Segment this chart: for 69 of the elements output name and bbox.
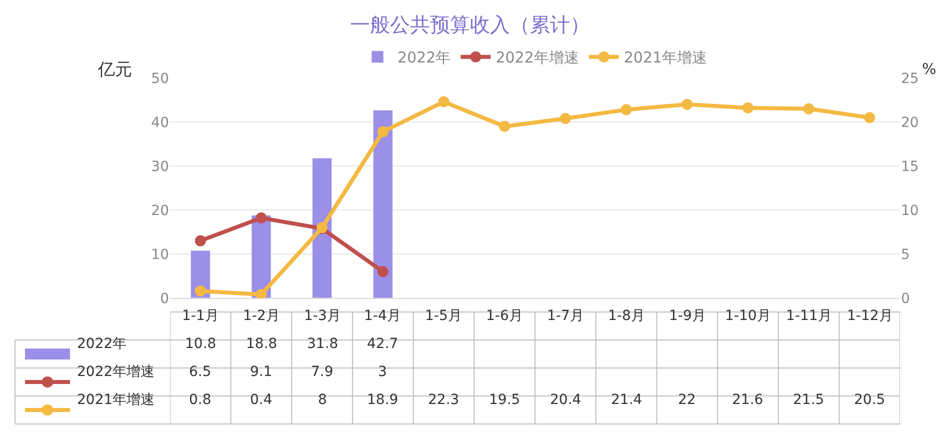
data-label: 21.4 [611, 392, 642, 408]
data-label: 18.8 [246, 336, 278, 352]
point [377, 266, 388, 278]
data-label: 42.7 [367, 336, 398, 352]
x-tick-label: 1-8月 [608, 308, 645, 324]
y2-tick-label: 10 [901, 202, 919, 219]
y-tick-label: 20 [151, 202, 169, 219]
point [864, 112, 876, 124]
point [803, 103, 814, 114]
data-label: 10.8 [185, 336, 216, 352]
x-tick-label: 1-5月 [425, 308, 462, 324]
y-tick-label: 0 [160, 290, 169, 307]
bar [312, 158, 332, 298]
text: 2022年 [77, 336, 127, 352]
x-tick-label: 1-4月 [364, 308, 401, 324]
data-label: 22 [678, 392, 696, 408]
data-label: 20.4 [550, 392, 582, 408]
y-tick-label: 40 [151, 114, 169, 131]
data-label: 7.9 [311, 364, 334, 380]
data-label: 21.6 [732, 392, 764, 408]
data-label: 0.4 [250, 392, 272, 408]
x-tick-label: 1-7月 [547, 308, 584, 324]
data-label: 18.9 [367, 392, 398, 408]
y2-axis-title: % [922, 60, 936, 78]
data-label: 21.5 [793, 392, 824, 408]
data-label: 8 [318, 392, 327, 408]
legend-label: 2022年 [398, 48, 451, 67]
legend-label: 2021年增速 [624, 48, 708, 67]
point [438, 96, 450, 108]
y-tick-label: 50 [151, 70, 169, 87]
point [742, 102, 754, 114]
bar [372, 110, 393, 298]
point [560, 112, 571, 124]
x-tick-label: 1-9月 [669, 308, 706, 324]
point [194, 235, 206, 246]
y-tick-label: 30 [151, 158, 169, 175]
text: 2021年增速 [77, 392, 155, 408]
x-tick-label: 1-12月 [847, 308, 893, 324]
chart-title: 一般公共预算收入（累计） [350, 12, 590, 36]
legend-label: 2022年增速 [496, 48, 579, 67]
x-tick-label: 1-10月 [725, 308, 771, 324]
y2-tick-label: 0 [901, 290, 910, 307]
point [194, 285, 206, 296]
x-tick-label: 1-6月 [486, 308, 523, 324]
text: 2022年增速 [77, 364, 155, 380]
point [499, 120, 510, 132]
data-label: 3 [378, 364, 387, 380]
x-tick-label: 1-3月 [304, 308, 341, 324]
y2-tick-label: 20 [901, 114, 919, 131]
y2-tick-label: 25 [901, 70, 919, 87]
data-label: 19.5 [489, 392, 520, 408]
x-tick-label: 1-11月 [786, 308, 832, 324]
point [682, 98, 693, 110]
y2-tick-label: 15 [901, 158, 919, 175]
data-label: 6.5 [189, 364, 212, 380]
point [377, 126, 388, 138]
data-label: 20.5 [854, 392, 886, 408]
y2-tick-label: 5 [901, 246, 910, 263]
data-label: 31.8 [307, 336, 338, 352]
point [620, 104, 632, 116]
data-label: 9.1 [250, 364, 272, 380]
y-tick-label: 10 [151, 246, 169, 263]
point [256, 212, 267, 224]
point [256, 288, 267, 298]
x-tick-label: 1-2月 [243, 308, 280, 324]
data-label: 0.8 [189, 392, 212, 408]
x-tick-label: 1-1月 [182, 308, 219, 324]
data-label: 22.3 [428, 392, 460, 408]
y-axis-title: 亿元 [97, 60, 132, 80]
